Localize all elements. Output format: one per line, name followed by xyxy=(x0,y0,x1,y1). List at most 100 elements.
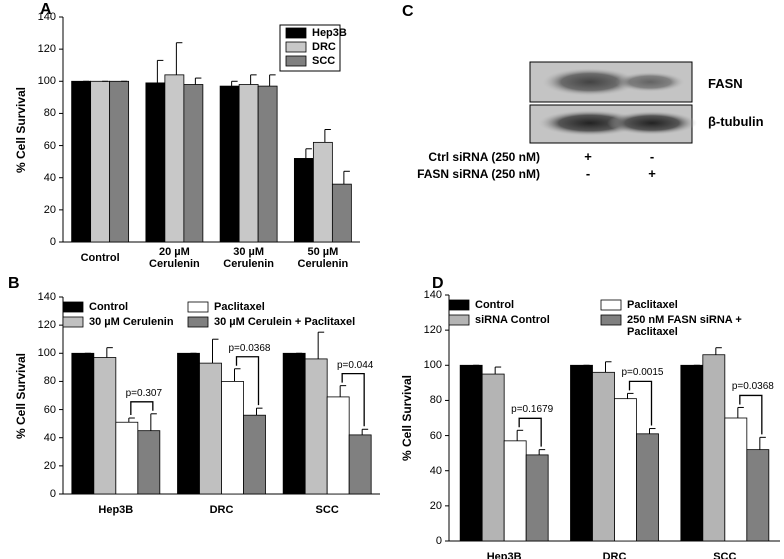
legend-label: SCC xyxy=(312,55,336,67)
bar xyxy=(221,381,244,495)
legend-swatch xyxy=(448,299,470,311)
bar xyxy=(481,373,505,542)
p-bracket xyxy=(518,417,542,447)
legend-swatch xyxy=(187,316,209,328)
p-value: p=0.1679 xyxy=(511,404,554,416)
x-tick-label: 30 µM Cerulenin xyxy=(223,246,274,270)
p-value: p=0.044 xyxy=(336,359,374,371)
y-tick-label: 140 xyxy=(37,11,56,23)
legend-label: 250 nM FASN siRNA + Paclitaxel xyxy=(627,314,742,338)
bar xyxy=(348,434,372,495)
y-tick-label: 60 xyxy=(43,403,56,416)
panel-label: C xyxy=(402,3,414,20)
panel-label: D xyxy=(432,275,444,292)
legend-label: Paclitaxel xyxy=(214,301,265,313)
y-axis-label: % Cell Survival xyxy=(14,352,28,439)
band-label: β-tubulin xyxy=(708,114,764,129)
bar xyxy=(746,449,770,542)
bar xyxy=(243,414,266,495)
x-tick-label: 50 µM Cerulenin xyxy=(297,246,349,270)
y-tick-label: 40 xyxy=(43,431,56,444)
lane-sign: - xyxy=(649,149,655,164)
y-tick-label: 60 xyxy=(429,429,442,442)
x-tick-label: SCC xyxy=(315,504,339,516)
bar xyxy=(71,352,95,495)
x-tick-label: SCC xyxy=(713,551,737,559)
legend-swatch xyxy=(62,301,84,313)
bar xyxy=(257,85,278,243)
bar xyxy=(238,84,259,243)
bar xyxy=(525,454,549,542)
legend-label: Control xyxy=(89,301,129,313)
y-tick-label: 140 xyxy=(423,289,442,301)
row-label: FASN siRNA (250 nM) xyxy=(417,167,540,181)
blot-band xyxy=(542,68,638,96)
blot-band xyxy=(615,72,685,92)
y-tick-label: 100 xyxy=(423,359,442,372)
bar xyxy=(326,396,350,495)
legend-label: siRNA Control xyxy=(475,314,550,326)
legend-label: Paclitaxel xyxy=(627,299,678,311)
bar xyxy=(503,440,527,542)
y-tick-label: 100 xyxy=(37,75,56,88)
bar xyxy=(636,433,659,542)
bar xyxy=(614,398,637,542)
y-tick-label: 120 xyxy=(37,319,56,332)
legend-swatch xyxy=(285,41,307,53)
bar xyxy=(137,430,161,495)
bar xyxy=(312,141,333,243)
y-tick-label: 140 xyxy=(37,291,56,303)
bar xyxy=(331,183,352,243)
bar xyxy=(282,352,306,495)
bar xyxy=(702,354,726,542)
y-tick-label: 80 xyxy=(43,107,56,120)
p-value: p=0.0368 xyxy=(228,342,271,354)
legend-swatch xyxy=(187,301,209,313)
bar xyxy=(592,371,615,542)
p-value: p=0.0015 xyxy=(621,367,664,379)
legend-label: Control xyxy=(475,299,515,311)
p-value: p=0.307 xyxy=(125,387,163,399)
p-bracket xyxy=(341,372,365,427)
x-tick-label: DRC xyxy=(209,504,234,516)
band-label: FASN xyxy=(708,76,743,91)
legend-label: DRC xyxy=(312,41,336,53)
legend-swatch xyxy=(285,27,307,39)
legend-swatch xyxy=(62,316,84,328)
legend-label: Hep3B xyxy=(312,27,347,39)
bar xyxy=(93,357,117,495)
blot-band xyxy=(607,111,697,135)
y-tick-label: 0 xyxy=(49,236,56,248)
x-tick-label: Hep3B xyxy=(98,504,134,516)
x-tick-label: Hep3B xyxy=(486,551,522,559)
panel-label: A xyxy=(40,1,52,18)
y-tick-label: 120 xyxy=(423,324,442,337)
legend-swatch xyxy=(600,299,622,311)
bar xyxy=(183,84,204,243)
x-tick-label: Control xyxy=(80,252,120,264)
y-tick-label: 0 xyxy=(49,488,56,500)
bar xyxy=(90,80,111,243)
bar xyxy=(199,362,222,495)
bar xyxy=(570,364,593,542)
legend-label: 30 µM Cerulenin xyxy=(89,316,174,328)
bar xyxy=(293,158,314,243)
bar xyxy=(304,358,328,495)
y-tick-label: 80 xyxy=(429,394,442,407)
y-tick-label: 80 xyxy=(43,375,56,388)
lane-sign: - xyxy=(585,166,591,181)
bar xyxy=(177,352,200,495)
p-bracket xyxy=(628,380,653,426)
y-axis-label: % Cell Survival xyxy=(400,374,414,462)
p-bracket xyxy=(130,401,154,416)
y-tick-label: 0 xyxy=(435,535,442,547)
bar xyxy=(145,82,166,243)
p-bracket xyxy=(235,356,260,406)
lane-sign: + xyxy=(648,166,656,181)
y-tick-label: 20 xyxy=(429,499,442,512)
y-tick-label: 40 xyxy=(429,464,442,477)
legend-label: 30 µM Cerulein + Paclitaxel xyxy=(214,316,356,328)
panel-label: B xyxy=(8,275,20,292)
